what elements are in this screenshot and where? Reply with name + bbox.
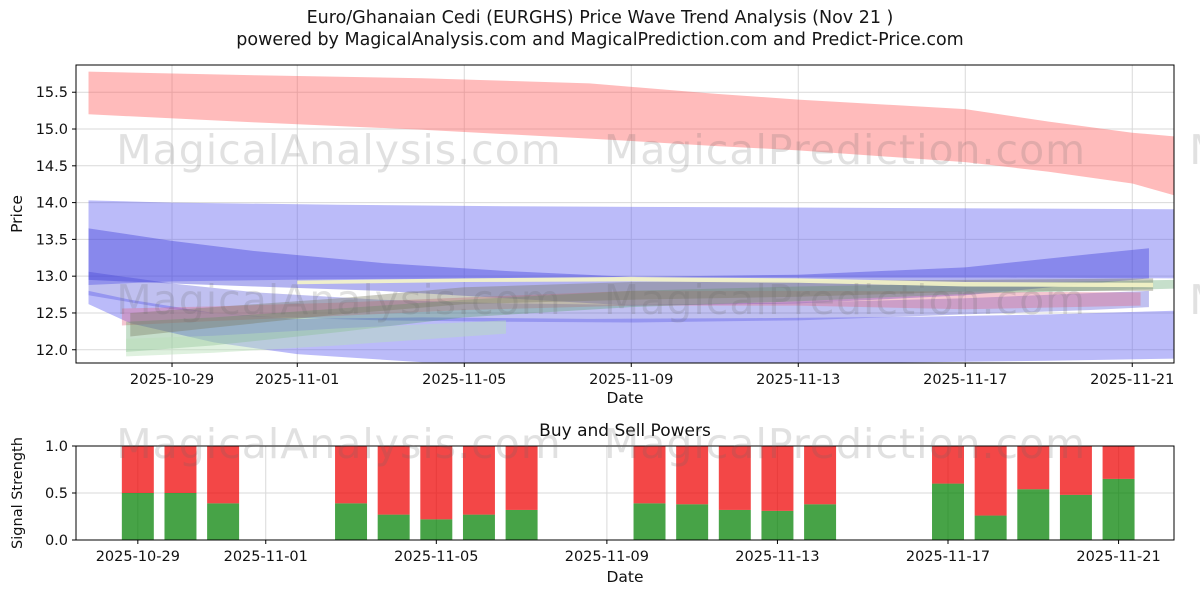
band-momentum-band xyxy=(126,279,1174,352)
sell-bar xyxy=(207,446,240,504)
buy-bar xyxy=(974,515,1007,540)
buy-bar xyxy=(761,510,794,540)
y-tick-label: 13.5 xyxy=(36,232,68,248)
buy-bar xyxy=(932,483,964,540)
sell-bar xyxy=(718,446,751,510)
y-tick-label: 14.0 xyxy=(36,196,68,212)
buy-bar xyxy=(420,519,453,540)
band-resistance-zone xyxy=(88,71,1174,196)
sell-bar xyxy=(633,446,666,504)
powers-xlabel: Date xyxy=(606,568,643,586)
price-xlabel: Date xyxy=(606,389,643,407)
band-inner-trend-band xyxy=(88,271,1149,323)
y-tick-label: 15.5 xyxy=(36,85,68,101)
x-tick-label: 2025-11-01 xyxy=(224,549,308,565)
x-tick-label: 2025-11-05 xyxy=(394,549,478,565)
y-tick-label: 12.0 xyxy=(36,343,68,359)
band-volatility-band xyxy=(130,278,1154,337)
x-tick-label: 2025-11-13 xyxy=(756,372,840,388)
sell-bar xyxy=(1102,446,1135,479)
sell-bar xyxy=(1017,446,1050,490)
x-tick-label: 2025-11-09 xyxy=(565,549,649,565)
buy-bar xyxy=(1102,478,1135,540)
buy-bar xyxy=(335,503,368,540)
sell-bar xyxy=(420,446,453,520)
y-tick-label: 14.5 xyxy=(36,159,68,175)
y-tick-label: 13.0 xyxy=(36,269,68,285)
band-base-band xyxy=(126,320,507,357)
price-ylabel: Price xyxy=(8,195,26,233)
x-tick-label: 2025-10-29 xyxy=(130,372,214,388)
y-tick-label: 0.5 xyxy=(45,486,68,502)
powers-ylabel: Signal Strength xyxy=(10,437,26,549)
buy-bar xyxy=(377,514,410,540)
y-tick-label: 12.5 xyxy=(36,306,68,322)
x-tick-label: 2025-11-01 xyxy=(255,372,339,388)
sell-bar xyxy=(377,446,410,515)
sell-bar xyxy=(1059,446,1092,495)
band-mid-trend-band xyxy=(88,228,1149,306)
band-buy-pressure-band xyxy=(121,290,1141,326)
figure-title-line1: Euro/Ghanaian Cedi (EURGHS) Price Wave T… xyxy=(306,8,894,28)
sell-bar xyxy=(335,446,368,504)
buy-bar xyxy=(718,509,751,540)
x-tick-label: 2025-11-17 xyxy=(906,549,990,565)
x-tick-label: 2025-11-17 xyxy=(923,372,1007,388)
x-tick-label: 2025-11-13 xyxy=(735,549,819,565)
sell-bar xyxy=(932,446,964,484)
band-trend-channel xyxy=(88,200,1174,286)
powers-title: Buy and Sell Powers xyxy=(539,421,711,441)
sell-bar xyxy=(121,446,154,493)
sell-bar xyxy=(505,446,538,510)
buy-bar xyxy=(633,503,666,540)
x-tick-label: 2025-11-21 xyxy=(1090,372,1174,388)
buy-bar xyxy=(164,493,197,540)
x-tick-label: 2025-11-09 xyxy=(589,372,673,388)
buy-bar xyxy=(804,504,837,540)
band-support-channel xyxy=(88,290,1174,363)
y-tick-label: 0.0 xyxy=(45,533,68,549)
buy-bar xyxy=(121,493,154,540)
y-tick-label: 1.0 xyxy=(45,439,68,455)
sell-bar xyxy=(462,446,495,515)
band-signal-band xyxy=(297,276,1154,288)
buy-bar xyxy=(1059,494,1092,540)
buy-bar xyxy=(207,503,240,540)
sell-bar xyxy=(676,446,709,505)
sell-bar xyxy=(761,446,794,511)
buy-bar xyxy=(505,509,538,540)
x-tick-label: 2025-10-29 xyxy=(96,549,180,565)
buy-bar xyxy=(1017,489,1050,540)
sell-bar xyxy=(974,446,1007,516)
figure-title-line2: powered by MagicalAnalysis.com and Magic… xyxy=(236,30,964,50)
sell-bar xyxy=(164,446,197,493)
plot-border xyxy=(75,64,1175,364)
figure-title: Euro/Ghanaian Cedi (EURGHS) Price Wave T… xyxy=(0,7,1200,51)
y-tick-label: 15.0 xyxy=(36,122,68,138)
buy-bar xyxy=(462,514,495,540)
sell-bar xyxy=(804,446,837,505)
x-tick-label: 2025-11-05 xyxy=(422,372,506,388)
x-tick-label: 2025-11-21 xyxy=(1076,549,1160,565)
buy-bar xyxy=(676,504,709,540)
